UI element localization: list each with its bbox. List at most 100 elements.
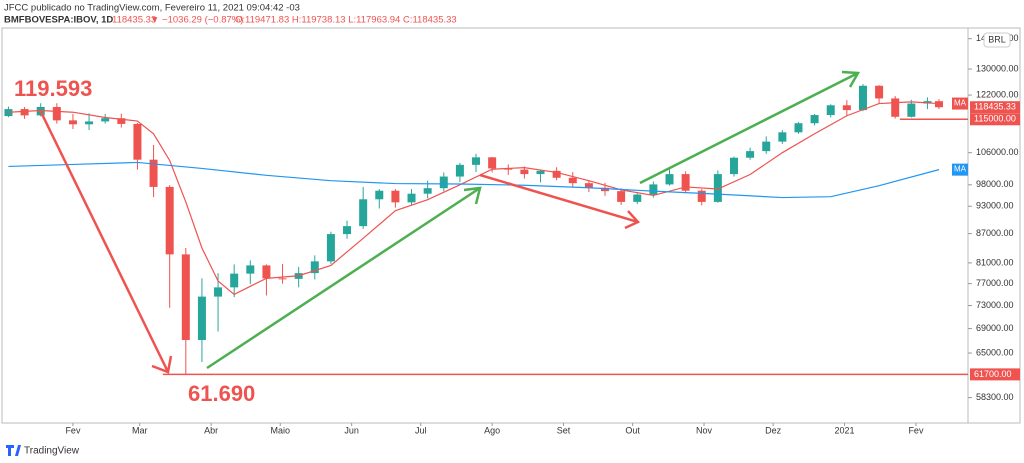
author-line: JFCC publicado no TradingView.com, Fever… — [4, 3, 300, 14]
plot: 140000.00130000.00122000.00106000.009800… — [4, 33, 1020, 435]
x-tick-label: Jun — [344, 425, 359, 435]
ma-badge — [952, 97, 968, 110]
candle-body — [4, 109, 13, 117]
arrow — [639, 71, 859, 185]
candle-body — [568, 177, 577, 184]
ma-name: MA — [954, 99, 967, 108]
price-line-label-box — [970, 113, 1020, 126]
candle-body — [52, 106, 61, 121]
candle-body — [778, 132, 787, 142]
price-line-label-box — [970, 368, 1020, 381]
last-price-label: 118435.33 — [974, 102, 1016, 112]
x-tick-label: 2021 — [835, 425, 855, 435]
ma-name: MA — [954, 165, 967, 174]
candle-body — [326, 234, 335, 262]
candle-body — [875, 85, 884, 99]
candle-body — [359, 199, 368, 227]
candle-body — [407, 193, 416, 203]
currency: BRL — [988, 34, 1006, 44]
candle-body — [101, 118, 110, 122]
candle-body — [133, 123, 142, 160]
candle-body — [165, 186, 174, 255]
y-tick-label: 65000.00 — [976, 347, 1014, 357]
candle-body — [278, 278, 287, 280]
candle-body — [842, 105, 851, 111]
x-tick-label: Nov — [696, 425, 713, 435]
candle-body — [810, 115, 819, 124]
logo-icon — [6, 445, 21, 456]
y-tick-label: 77000.00 — [976, 278, 1014, 288]
y-tick-label: 93000.00 — [976, 201, 1014, 211]
candle-body — [149, 159, 158, 187]
candle-body — [488, 157, 497, 169]
candle-body — [536, 170, 545, 175]
last-price-label-box — [970, 101, 1020, 114]
candle-body — [633, 194, 642, 202]
x-tick-label: Out — [625, 425, 640, 435]
y-tick-label: 98000.00 — [976, 179, 1014, 189]
ma-line — [8, 101, 940, 296]
candle-body — [214, 287, 223, 297]
price-line-label: 115000.00 — [974, 114, 1016, 124]
change: ▼ −1036.29 (−0.87%) — [150, 15, 243, 26]
x-tick-label: Set — [557, 425, 571, 435]
price-line-label: 61700.00 — [974, 369, 1012, 379]
candle-body — [746, 151, 755, 158]
x-tick-label: Jul — [415, 425, 427, 435]
y-tick-label: 87000.00 — [976, 228, 1014, 238]
candle-body — [907, 103, 916, 117]
arrow-head — [841, 70, 861, 88]
candle-body — [713, 174, 722, 202]
x-tick-label: Abr — [204, 425, 218, 435]
candle-body — [117, 118, 126, 124]
candle-body — [246, 265, 255, 274]
candle-body — [197, 296, 206, 341]
candle-body — [375, 190, 384, 200]
y-tick-label: 58300.00 — [976, 392, 1014, 402]
x-tick-label: Dez — [765, 425, 782, 435]
candle-body — [455, 164, 464, 177]
candle-body — [891, 98, 900, 117]
candle-body — [230, 273, 239, 288]
arrow — [206, 186, 481, 370]
ohlc: O:119471.83 H:119738.13 L:117963.94 C:11… — [235, 15, 457, 26]
candle-body — [472, 157, 481, 165]
candle-body — [520, 169, 529, 175]
brand: TradingView — [24, 446, 80, 457]
candle-body — [762, 141, 771, 152]
ma-badge — [952, 163, 968, 176]
candle-body — [504, 168, 513, 170]
price: 118435.33 — [112, 15, 156, 26]
candle-body — [934, 101, 943, 108]
candle-body — [826, 105, 835, 116]
currency-badge — [983, 32, 1011, 48]
arrow-head — [624, 210, 641, 230]
candle-body — [439, 176, 448, 189]
arrow — [38, 109, 170, 373]
candle-body — [584, 183, 593, 188]
symbol: BMFBOVESPA:IBOV, 1D — [4, 15, 113, 26]
candle-body — [262, 265, 271, 279]
x-tick-label: Mar — [132, 425, 148, 435]
candle-body — [617, 191, 626, 202]
candle-body — [665, 174, 674, 185]
brand-logo: TradingView — [6, 445, 80, 457]
candle-body — [794, 123, 803, 133]
candle-body — [649, 184, 658, 195]
y-tick-label: 69000.00 — [976, 323, 1014, 333]
arrow-head — [151, 355, 173, 374]
x-tick-label: Fev — [65, 425, 81, 435]
candle-body — [310, 261, 319, 274]
candle-body — [181, 254, 190, 341]
arrows — [38, 70, 861, 374]
y-tick-label: 106000.00 — [976, 147, 1019, 157]
ma-line — [8, 161, 940, 199]
y-tick-label: 73000.00 — [976, 300, 1014, 310]
arrow-head — [463, 186, 482, 205]
x-tick-label: Maio — [270, 425, 290, 435]
candle-body — [423, 188, 432, 194]
candle-body — [68, 120, 77, 125]
candle-body — [858, 85, 867, 111]
frame — [1, 27, 1021, 424]
